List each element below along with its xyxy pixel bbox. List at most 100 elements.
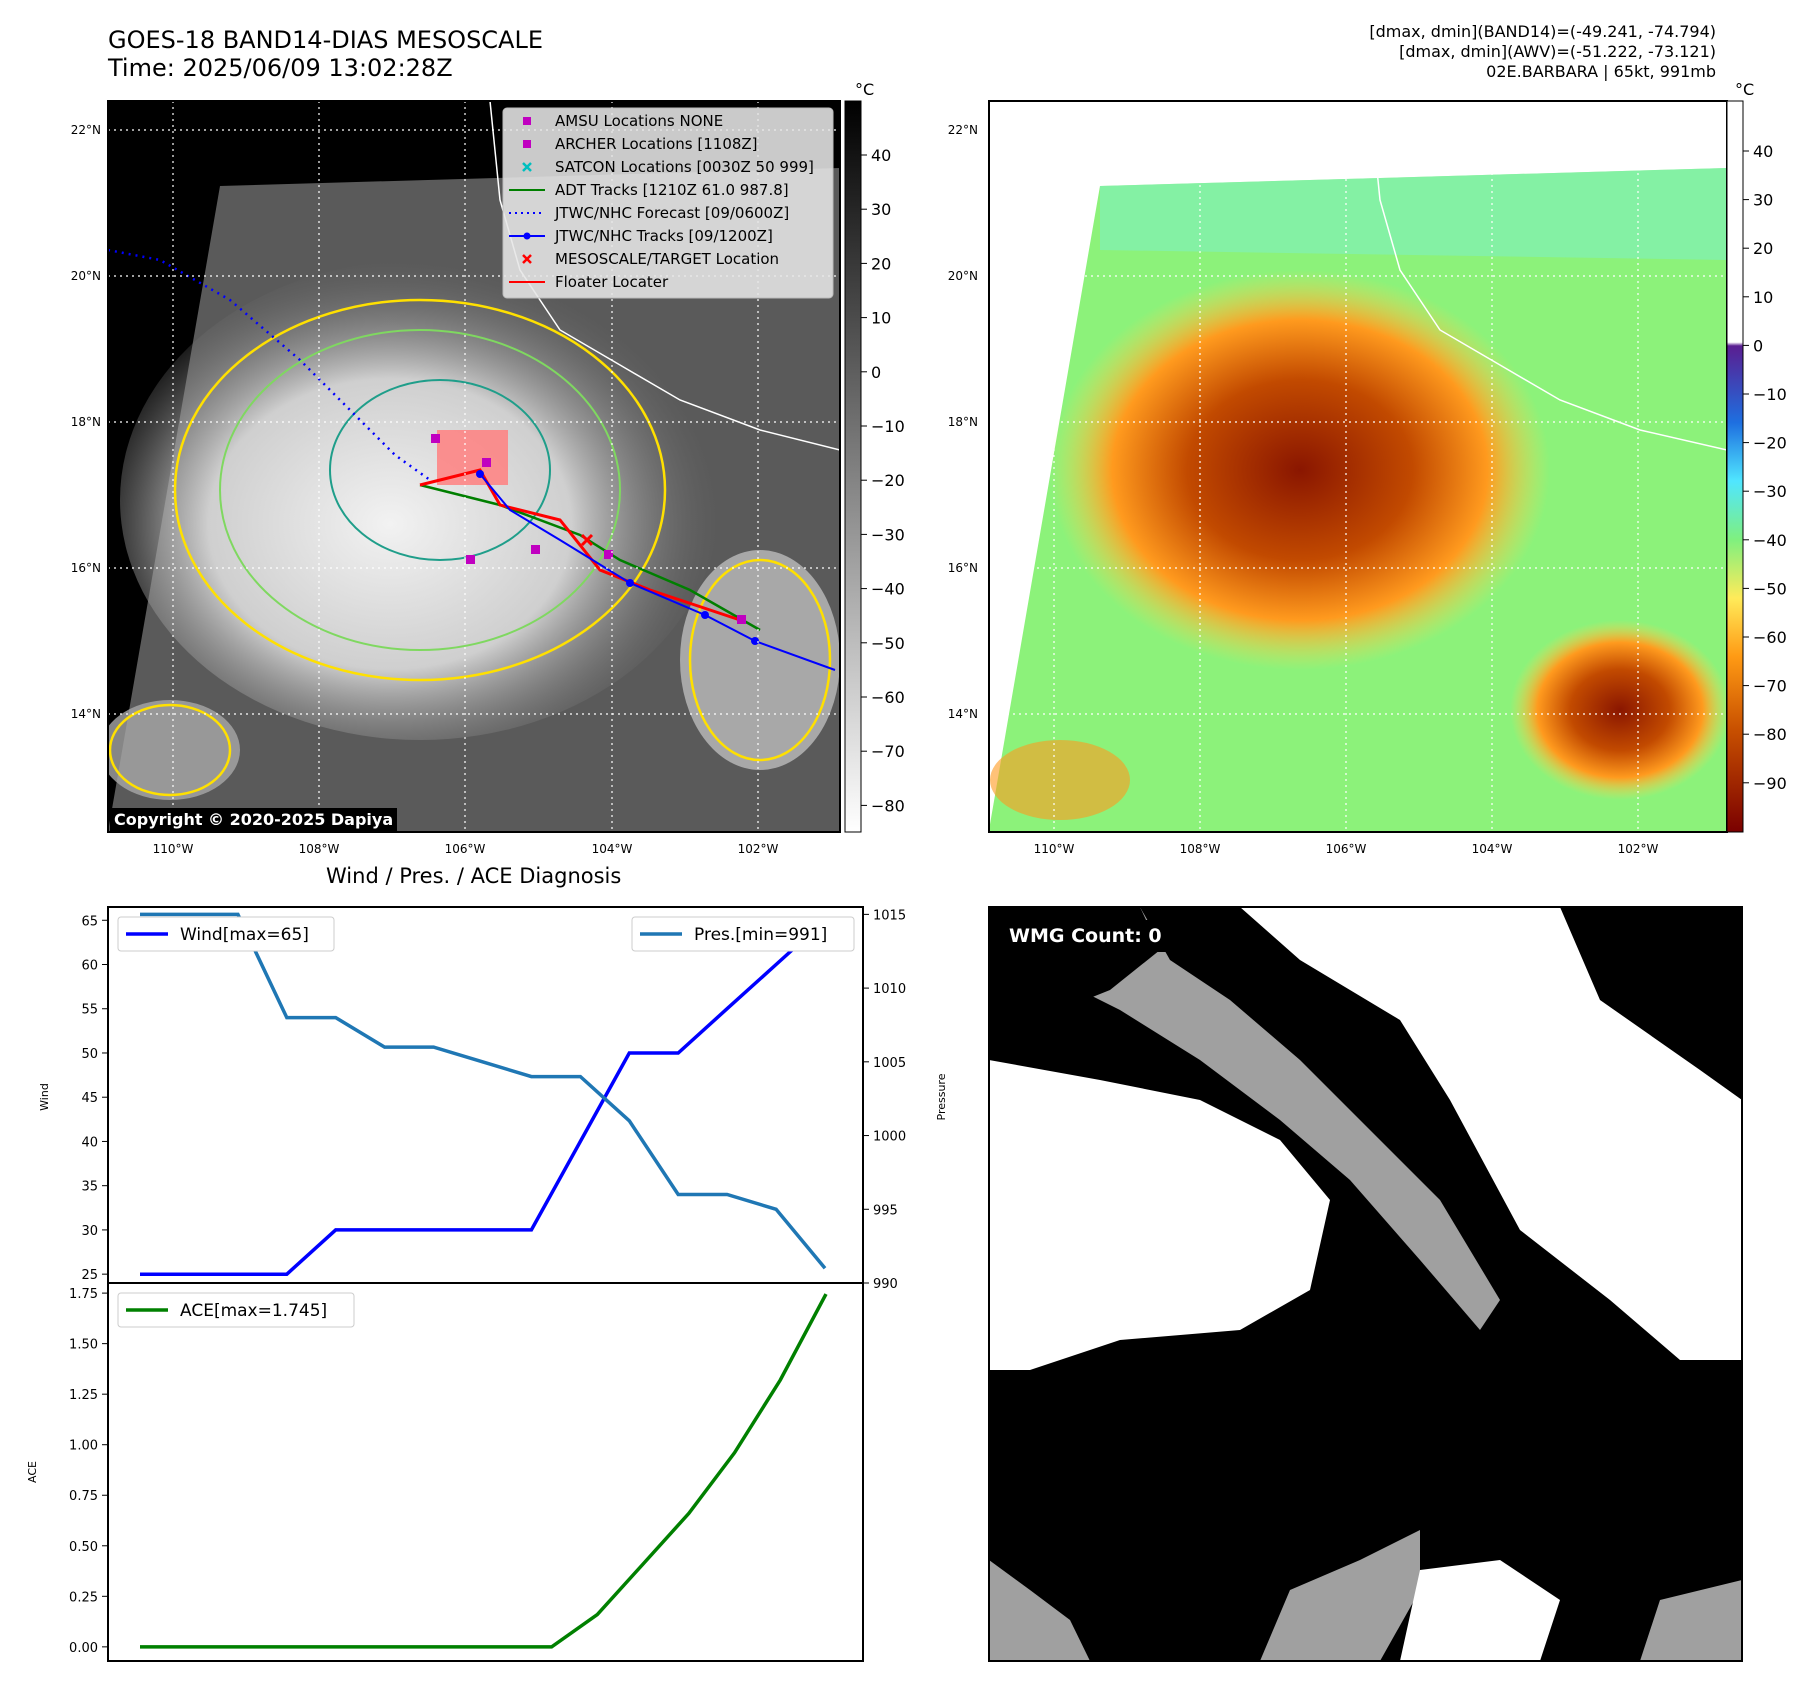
- legend-marker-square: [523, 140, 531, 148]
- ir-colorbar-ticks: 40 30 20 10 0 −10 −20 −30 −40 −50 −60 −70 −80: [861, 146, 905, 815]
- wind-legend-label: Wind[max=65]: [180, 925, 309, 945]
- lat-label: 22°N: [71, 123, 101, 137]
- ir-jtwc-point: [476, 470, 484, 478]
- colorbar-tick-label: 40: [871, 146, 891, 165]
- wmg-white-region: [989, 1060, 1330, 1370]
- ace-chart: 0.00 0.25 0.50 0.75 1.00 1.25 1.50 1.75 ACE ACE[m…: [26, 1287, 828, 1656]
- legend-marker-square: [523, 117, 531, 125]
- ir-archer-marker: [431, 434, 440, 443]
- ace-ytick-label: 1.75: [69, 1287, 98, 1302]
- legend-marker-dot: [523, 232, 531, 240]
- colorbar-tick-label: −20: [871, 471, 905, 490]
- ir-jtwc-point: [626, 579, 634, 587]
- wind-pres-panel: [107, 906, 864, 1284]
- wmg-count-badge: WMG Count: 0: [1000, 920, 1171, 952]
- awv-cyan-band: [1100, 168, 1727, 260]
- ir-colorbar-unit: °C: [855, 80, 875, 99]
- ir-contour-teal: [329, 379, 551, 561]
- ir-archer-marker: [737, 615, 746, 624]
- awv-colorbar-unit: °C: [1735, 80, 1755, 99]
- awv-cell-southwest: [990, 740, 1130, 820]
- colorbar-tick-label: −20: [1753, 434, 1787, 453]
- ir-target-marker: [580, 533, 594, 547]
- pressure-ytick-label: 1005: [873, 1056, 906, 1071]
- colorbar-tick-label: −40: [1753, 531, 1787, 550]
- wind-ytick-label: 40: [81, 1135, 98, 1150]
- ace-ytick-label: 1.00: [69, 1439, 98, 1454]
- ir-jtwc-point: [751, 637, 759, 645]
- ir-archer-marker: [604, 550, 613, 559]
- wind-ytick-label: 60: [81, 959, 98, 974]
- ir-legend: AMSU Locations NONE ARCHER Locations [110…: [502, 107, 834, 299]
- ace-ytick-label: 0.25: [69, 1590, 98, 1605]
- wmg-gray-region: [1640, 1580, 1742, 1661]
- lon-label: 110°W: [153, 842, 194, 856]
- wind-ytick-label: 25: [81, 1268, 98, 1283]
- figure-title: GOES-18 BAND14-DIAS MESOSCALE Time: 2025…: [108, 26, 543, 82]
- colorbar-tick-label: 10: [1753, 288, 1773, 307]
- stats-line-1: [dmax, dmin](BAND14)=(-49.241, -74.794): [1369, 22, 1716, 41]
- title-line-2: Time: 2025/06/09 13:02:28Z: [108, 54, 453, 82]
- lon-label: 106°W: [445, 842, 486, 856]
- wind-ytick-label: 65: [81, 914, 98, 929]
- pressure-ytick-label: 1015: [873, 908, 906, 923]
- ace-ytick-label: 0.50: [69, 1540, 98, 1555]
- colorbar-tick-label: −80: [871, 796, 905, 815]
- wind-ytick-label: 50: [81, 1047, 98, 1062]
- ir-jtwc-point: [701, 611, 709, 619]
- colorbar-tick-label: −70: [871, 742, 905, 761]
- lon-label: 104°W: [1472, 842, 1513, 856]
- colorbar-tick-label: 20: [871, 254, 891, 273]
- colorbar-tick-label: 0: [871, 363, 881, 382]
- lon-label: 110°W: [1034, 842, 1075, 856]
- stats-line-3: 02E.BARBARA | 65kt, 991mb: [1486, 62, 1716, 81]
- legend-marker-x: [522, 162, 532, 172]
- ace-legend-label: ACE[max=1.745]: [180, 1301, 327, 1321]
- legend-label: SATCON Locations [0030Z 50 999]: [555, 158, 814, 176]
- ir-cloud-southeast: [680, 550, 840, 770]
- stats-block: [dmax, dmin](BAND14)=(-49.241, -74.794) …: [1369, 22, 1716, 82]
- colorbar-tick-label: −70: [1753, 677, 1787, 696]
- ir-contour-yellow: [173, 298, 667, 682]
- lon-label: 108°W: [299, 842, 340, 856]
- legend-label: Floater Locater: [555, 273, 669, 291]
- title-line-1: GOES-18 BAND14-DIAS MESOSCALE: [108, 26, 544, 54]
- ir-contour-yellow-sw: [108, 703, 232, 797]
- colorbar-tick-label: −10: [1753, 385, 1787, 404]
- lat-label: 16°N: [71, 561, 101, 575]
- pressure-legend-label: Pres.[min=991]: [694, 925, 827, 945]
- colorbar-tick-label: 10: [871, 309, 891, 328]
- lat-label: 14°N: [948, 707, 978, 721]
- lon-label: 104°W: [592, 842, 633, 856]
- legend-label: ARCHER Locations [1108Z]: [555, 135, 758, 153]
- wind-ytick-label: 35: [81, 1180, 98, 1195]
- ace-legend-box: [117, 1292, 355, 1328]
- lat-label: 14°N: [71, 707, 101, 721]
- colorbar-tick-label: −30: [871, 525, 905, 544]
- ace-series-line: [140, 1293, 828, 1649]
- wmg-frame: [988, 906, 1743, 1662]
- ace-axis-label: ACE: [26, 1461, 39, 1483]
- wind-axis-label: Wind: [38, 1083, 51, 1111]
- colorbar-tick-label: −80: [1753, 725, 1787, 744]
- pressure-ytick-label: 1010: [873, 982, 906, 997]
- colorbar-tick-label: 20: [1753, 239, 1773, 258]
- pressure-ytick-label: 990: [873, 1277, 898, 1292]
- wind-series-line: [140, 919, 827, 1276]
- colorbar-tick-label: −40: [871, 580, 905, 599]
- colorbar-tick-label: 0: [1753, 336, 1763, 355]
- lat-label: 18°N: [948, 415, 978, 429]
- ir-floater-box: [437, 430, 508, 485]
- awv-colorbar-ticks: 40 30 20 10 0 −10 −20 −30 −40 −50 −60 −70 −80 −90: [1743, 142, 1787, 793]
- colorbar-tick-label: −50: [1753, 579, 1787, 598]
- lat-label: 16°N: [948, 561, 978, 575]
- colorbar-tick-label: 30: [871, 200, 891, 219]
- colorbar-tick-label: 30: [1753, 191, 1773, 210]
- lon-label: 102°W: [1618, 842, 1659, 856]
- ir-legend-box: [502, 107, 834, 299]
- ace-ytick-label: 1.25: [69, 1388, 98, 1403]
- ir-contour-yellow-se: [688, 558, 832, 762]
- stats-line-2: [dmax, dmin](AWV)=(-51.222, -73.121): [1399, 42, 1716, 61]
- pressure-ytick-label: 1000: [873, 1130, 906, 1145]
- ir-adt-track: [419, 483, 761, 632]
